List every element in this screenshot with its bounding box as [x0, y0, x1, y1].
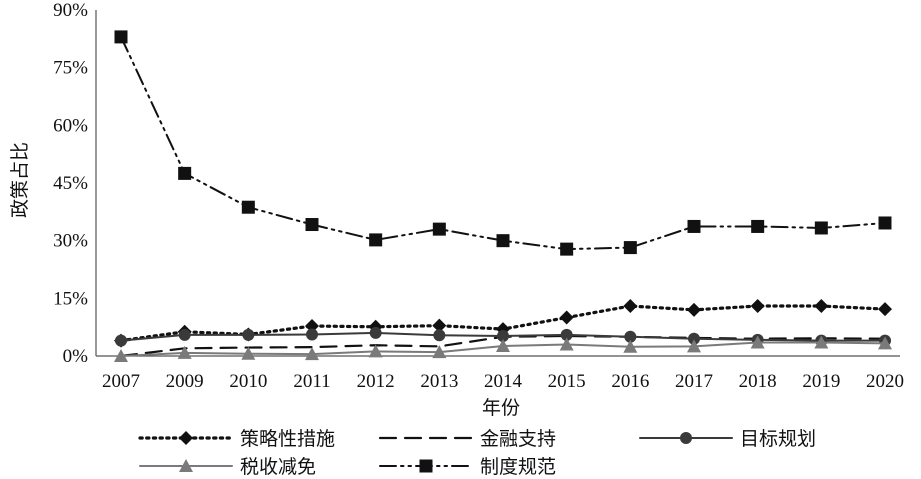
x-tick-label: 2019	[802, 371, 840, 392]
data-point	[814, 335, 829, 349]
data-point	[241, 346, 256, 360]
data-point	[114, 30, 128, 44]
x-tick-label: 2020	[866, 371, 904, 392]
data-point	[814, 221, 828, 235]
x-tick-label: 2016	[611, 371, 649, 392]
data-point	[623, 241, 637, 255]
data-point	[623, 339, 638, 353]
data-point	[242, 328, 255, 341]
data-point	[624, 330, 637, 343]
data-point	[432, 222, 446, 236]
data-point	[115, 334, 127, 347]
x-tick-label: 2012	[357, 371, 395, 392]
data-point	[369, 326, 382, 339]
data-point	[178, 166, 192, 180]
legend-label: 税收减免	[240, 456, 316, 478]
x-tick-label: 2011	[293, 371, 330, 392]
y-tick-label: 45%	[53, 173, 88, 194]
data-point	[241, 200, 255, 214]
data-point	[178, 328, 191, 341]
data-point	[496, 234, 510, 248]
y-tick-label: 90%	[53, 0, 88, 21]
data-point	[432, 318, 447, 333]
data-point	[687, 339, 701, 353]
x-tick-label: 2017	[675, 371, 713, 392]
data-point	[750, 335, 765, 349]
x-tick-label: 2014	[484, 371, 523, 392]
data-point	[368, 344, 383, 358]
data-point	[751, 219, 765, 233]
data-point	[559, 337, 574, 351]
legend-marker	[680, 432, 692, 444]
data-point	[878, 302, 892, 317]
data-point	[305, 319, 319, 334]
x-tick-label: 2015	[548, 371, 586, 392]
data-point	[687, 219, 701, 233]
data-point	[560, 242, 574, 256]
y-tick-label: 30%	[53, 231, 88, 252]
x-tick-label: 2009	[166, 371, 204, 392]
legend-label: 制度规范	[480, 456, 556, 478]
legend-item: 策略性措施	[138, 428, 335, 450]
y-tick-label: 15%	[53, 288, 88, 309]
legend-label: 策略性措施	[240, 428, 335, 450]
legend-item: 税收减免	[139, 456, 316, 478]
data-point	[623, 299, 638, 314]
y-tick-label: 0%	[63, 346, 89, 367]
legend-label: 目标规划	[740, 428, 816, 450]
data-point	[306, 328, 318, 341]
x-axis-title: 年份	[482, 397, 520, 419]
data-point	[687, 302, 701, 317]
data-point	[432, 345, 447, 359]
series-5	[114, 30, 892, 256]
x-tick-label: 2013	[420, 371, 458, 392]
legend-item: 制度规范	[379, 456, 556, 478]
data-point	[114, 349, 128, 362]
y-tick-label: 60%	[53, 115, 88, 136]
data-point	[559, 310, 574, 325]
data-point	[177, 345, 192, 359]
x-tick-label: 2018	[739, 371, 777, 392]
data-point	[497, 330, 509, 343]
data-point	[688, 332, 700, 345]
data-point	[560, 328, 573, 341]
x-tick-label: 2007	[102, 371, 140, 392]
data-point	[369, 233, 383, 247]
data-point	[305, 347, 319, 361]
data-point	[496, 339, 510, 353]
data-point	[305, 218, 319, 232]
series-line	[120, 35, 886, 251]
legend-marker	[179, 431, 193, 445]
data-point	[433, 329, 446, 342]
legend-item: 金融支持	[378, 428, 556, 450]
plot-area: 0% 15% 30% 45% 60% 75% 90% 2007 2009 2010 2011 2012…	[53, 0, 904, 392]
legend-marker	[419, 459, 433, 473]
data-point	[750, 299, 765, 314]
data-point	[814, 299, 829, 314]
series-4	[114, 335, 892, 362]
data-point	[878, 216, 892, 230]
legend-marker	[179, 459, 193, 472]
y-tick-label: 75%	[53, 58, 88, 79]
legend-item: 目标规划	[639, 428, 816, 450]
data-point	[878, 336, 892, 350]
x-tick-label: 2010	[229, 371, 267, 392]
legend-label: 金融支持	[480, 428, 556, 450]
y-axis-title: 政策占比	[9, 142, 31, 218]
